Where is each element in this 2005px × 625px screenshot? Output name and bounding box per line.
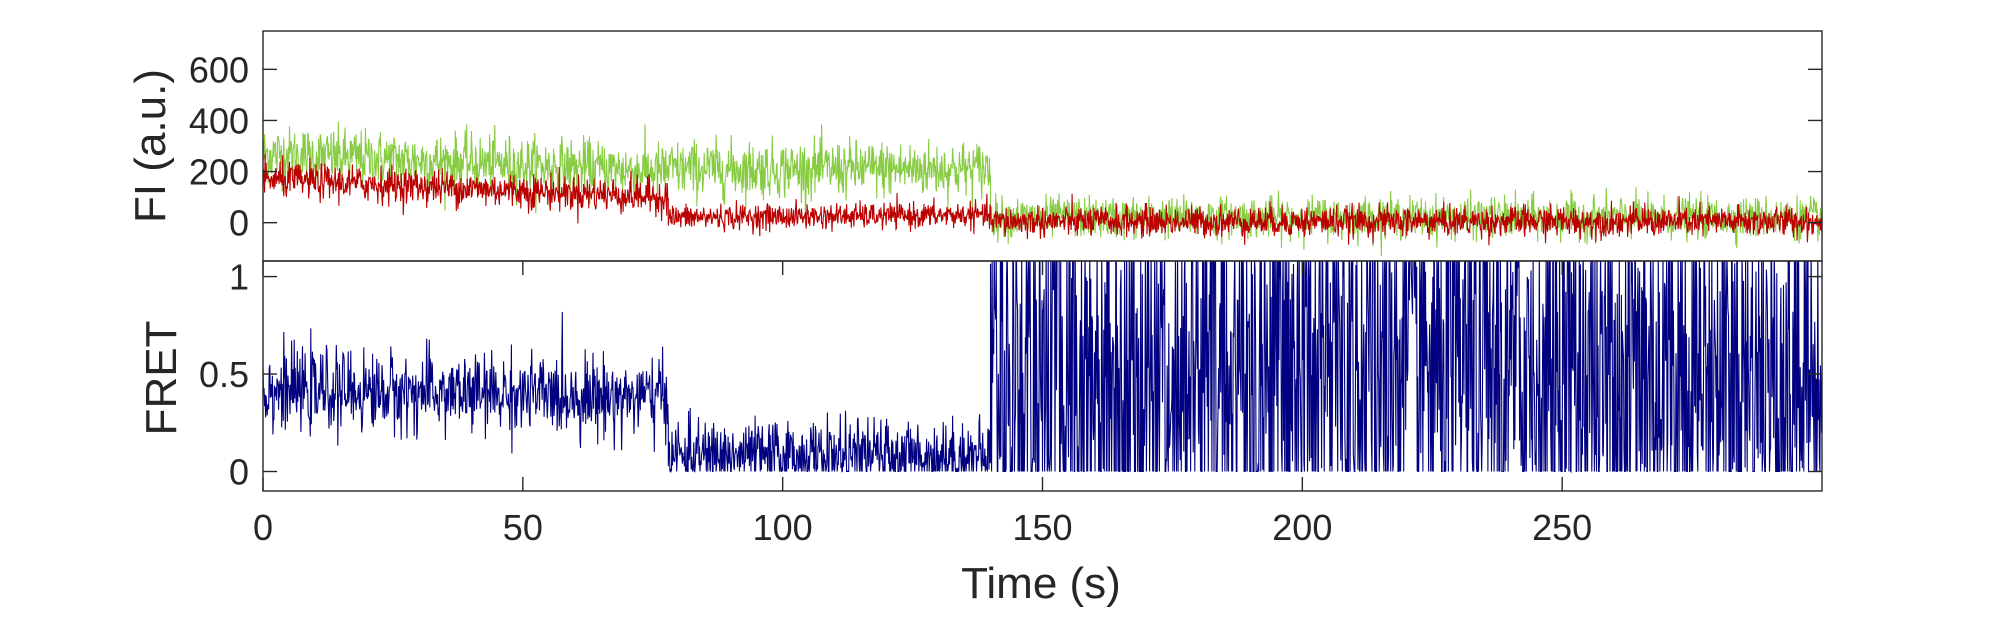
y-tick-label: 600 xyxy=(189,49,249,90)
fluorescence-y-ticks: 0 200 400 600 xyxy=(189,49,1822,244)
y-tick-label: 400 xyxy=(189,100,249,141)
x-tick-label: 100 xyxy=(753,507,813,548)
y-tick-label: 0 xyxy=(229,452,249,493)
y-tick-label: 0 xyxy=(229,203,249,244)
fluorescence-panel: 0 200 400 600 FI (a.u.) xyxy=(126,30,1823,262)
y-tick-label: 0.5 xyxy=(199,354,249,395)
series-line-0-1 xyxy=(263,153,1822,246)
y-tick-label: 1 xyxy=(229,257,249,298)
fret-y-axis-label: FRET xyxy=(137,321,186,436)
x-tick-label: 200 xyxy=(1272,507,1332,548)
fret-series-group xyxy=(263,261,1822,474)
fluorescence-y-axis-label: FI (a.u.) xyxy=(126,69,175,223)
series-line-0-0 xyxy=(263,121,1822,257)
fluorescence-series-group xyxy=(263,121,1822,257)
series-line-1-0 xyxy=(263,261,1822,474)
time-x-axis-label: Time (s) xyxy=(961,559,1121,608)
x-tick-label: 0 xyxy=(253,507,273,548)
x-tick-label: 250 xyxy=(1532,507,1592,548)
x-tick-label: 50 xyxy=(503,507,543,548)
y-tick-label: 200 xyxy=(189,152,249,193)
x-tick-label: 150 xyxy=(1012,507,1072,548)
fret-y-ticks: 00.51 xyxy=(199,257,1822,493)
fret-panel: 00.51 0 50 100 150 200 250 FRET Time (s) xyxy=(137,257,1823,608)
time-x-ticks: 0 50 100 150 200 250 xyxy=(253,261,1592,548)
